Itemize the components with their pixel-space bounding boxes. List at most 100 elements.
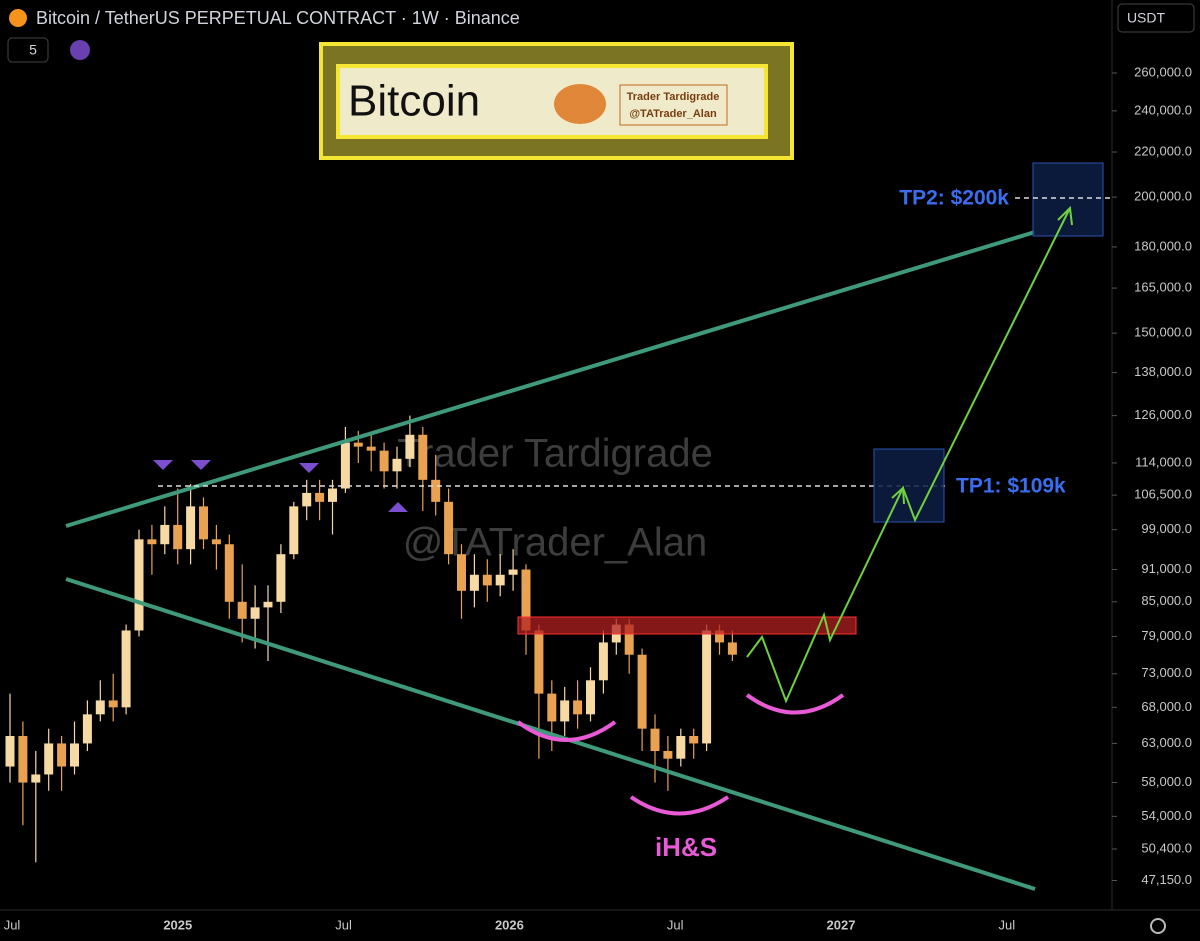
y-tick-label: 73,000.0 xyxy=(1141,665,1192,680)
y-tick-label: 114,000.0 xyxy=(1135,454,1192,469)
y-tick-label: 63,000.0 xyxy=(1141,735,1192,750)
candle-body xyxy=(82,714,92,744)
candle-body xyxy=(224,544,234,602)
currency-box[interactable] xyxy=(1117,3,1195,33)
banner-credit-box xyxy=(619,84,728,126)
candle-body xyxy=(405,434,415,459)
pattern-label: iH&S xyxy=(655,832,717,862)
candle-body xyxy=(637,654,647,729)
candle-body xyxy=(457,554,466,591)
candle-body xyxy=(134,539,144,631)
y-tick-label: 138,000.0 xyxy=(1134,364,1192,379)
y-tick-label: 106,500.0 xyxy=(1134,487,1192,502)
x-tick-label: Jul xyxy=(998,917,1015,932)
candle-body xyxy=(147,539,157,545)
candle-body xyxy=(108,700,118,708)
x-tick-label: 2026 xyxy=(495,917,524,932)
banner-author: Trader Tardigrade xyxy=(627,91,720,103)
tp1-label: TP1: $109k xyxy=(956,475,1066,498)
candle-body xyxy=(263,601,273,608)
top-marker xyxy=(299,463,319,473)
candle-body xyxy=(560,700,570,722)
y-tick-label: 54,000.0 xyxy=(1141,808,1192,823)
y-tick-label: 150,000.0 xyxy=(1134,325,1192,340)
sync-icon[interactable] xyxy=(70,40,90,60)
projection-path xyxy=(746,207,1071,704)
candle-body xyxy=(276,554,286,602)
candle-body xyxy=(95,700,105,715)
candle-body xyxy=(31,774,41,783)
candle-body xyxy=(44,743,54,775)
y-tick-label: 220,000.0 xyxy=(1134,143,1192,158)
y-tick-label: 85,000.0 xyxy=(1141,593,1192,608)
y-tick-label: 126,000.0 xyxy=(1134,407,1192,422)
tp2-box xyxy=(1032,162,1104,237)
watermark-author: Trader Tardigrade xyxy=(397,432,713,476)
candle-body xyxy=(547,693,557,722)
right-shoulder-arc xyxy=(745,693,845,715)
y-tick-label: 91,000.0 xyxy=(1141,561,1192,576)
candle-body xyxy=(315,492,325,502)
head-arc xyxy=(629,795,730,816)
candle-body xyxy=(482,574,492,586)
watermark-handle: @TATrader_Alan xyxy=(403,521,707,565)
y-tick-label: 180,000.0 xyxy=(1134,238,1192,253)
candle-body xyxy=(573,700,583,715)
y-tick-label: 240,000.0 xyxy=(1134,102,1192,117)
candle-body xyxy=(186,506,196,550)
candle-body xyxy=(70,743,79,767)
x-tick-label: Jul xyxy=(335,917,352,932)
tp2-label: TP2: $200k xyxy=(899,187,1009,210)
candle-body xyxy=(366,446,376,451)
candle-body xyxy=(289,506,299,555)
banner-handle: @TATrader_Alan xyxy=(629,108,717,120)
interval-box[interactable] xyxy=(7,37,49,63)
currency-label[interactable]: USDT xyxy=(1127,10,1166,26)
settings-icon[interactable] xyxy=(1150,918,1166,934)
candle-body xyxy=(727,642,737,655)
candle-body xyxy=(586,680,595,715)
y-tick-label: 58,000.0 xyxy=(1141,774,1192,789)
candle-body xyxy=(418,434,428,480)
candle-body xyxy=(702,630,712,744)
candle-body xyxy=(444,501,454,555)
candle-body xyxy=(302,492,312,507)
candle-body xyxy=(340,442,350,489)
tardigrade-logo xyxy=(554,84,606,124)
interval-count[interactable]: 5 xyxy=(29,42,37,58)
candle-body xyxy=(495,574,505,586)
coin-icon xyxy=(9,9,27,27)
y-tick-label: 99,000.0 xyxy=(1141,521,1192,536)
candle-body xyxy=(663,751,673,759)
x-tick-label: Jul xyxy=(4,917,21,932)
y-tick-label: 79,000.0 xyxy=(1141,628,1192,643)
candle-body xyxy=(121,630,131,708)
bottom-marker xyxy=(388,502,408,512)
candle-body xyxy=(250,607,260,619)
top-marker xyxy=(153,460,173,470)
banner-title: Bitcoin xyxy=(348,77,480,126)
arrowhead xyxy=(891,485,905,505)
candle-body xyxy=(392,458,402,472)
candle-body xyxy=(689,736,699,744)
tp1-box xyxy=(873,448,945,523)
candle-body xyxy=(715,630,724,643)
candle-body xyxy=(237,601,247,619)
y-tick-label: 50,400.0 xyxy=(1141,840,1192,855)
arrowhead xyxy=(1057,205,1073,226)
candle-body xyxy=(598,642,608,681)
candle-body xyxy=(57,743,67,767)
x-tick-label: 2027 xyxy=(827,917,856,932)
y-tick-label: 200,000.0 xyxy=(1134,189,1192,204)
candle-body xyxy=(173,524,183,550)
top-marker xyxy=(191,460,211,470)
candle-body xyxy=(469,574,479,591)
x-tick-label: 2025 xyxy=(163,917,192,932)
candle-body xyxy=(353,442,363,447)
candle-body xyxy=(431,479,441,502)
lower-trendline xyxy=(65,577,1036,891)
candle-body xyxy=(650,728,660,752)
candle-body xyxy=(534,630,544,694)
candle-body xyxy=(379,450,389,472)
